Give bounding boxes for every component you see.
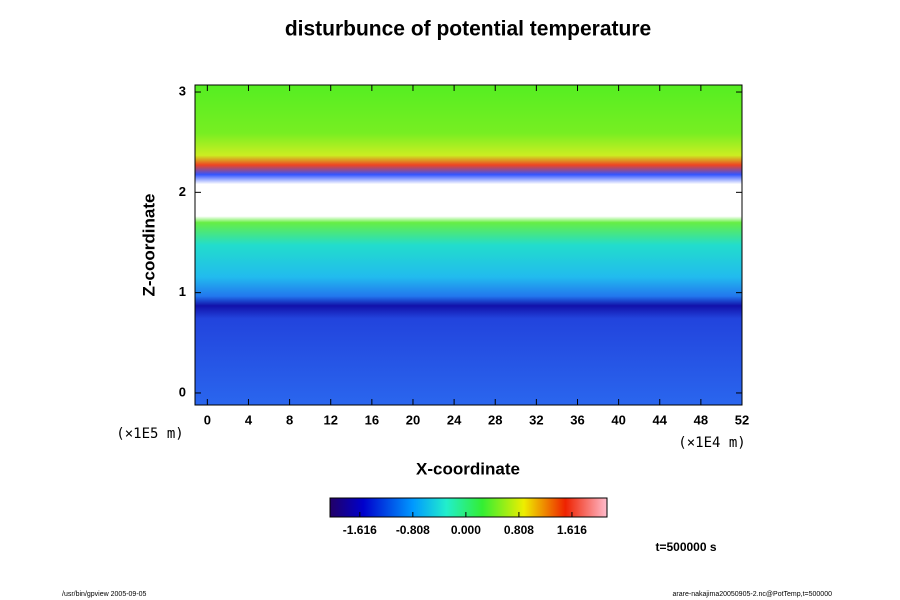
x-axis-label: X-coordinate xyxy=(416,459,520,478)
colorbar-tick-label: 1.616 xyxy=(557,523,587,537)
x-tick-label: 24 xyxy=(447,412,462,427)
x-tick-label: 40 xyxy=(611,412,625,427)
footer-left: /usr/bin/gpview 2005-09-05 xyxy=(62,591,147,598)
colorbar xyxy=(329,497,608,518)
x-tick-label: 16 xyxy=(365,412,379,427)
colorbar-tick-label: 0.808 xyxy=(504,523,534,537)
y-scale-label: (×1E5 m) xyxy=(116,426,183,442)
field xyxy=(195,85,742,405)
y-axis-label: Z-coordinate xyxy=(139,194,158,297)
colorbar-tick-label: -0.808 xyxy=(396,523,430,537)
x-tick-label: 8 xyxy=(286,412,293,427)
colorbar-tick-label: -1.616 xyxy=(343,523,377,537)
y-tick-label: 2 xyxy=(179,184,186,199)
x-tick-label: 36 xyxy=(570,412,584,427)
x-tick-label: 48 xyxy=(694,412,708,427)
plot-frame xyxy=(194,84,743,406)
x-tick-label: 0 xyxy=(204,412,211,427)
y-tick-label: 1 xyxy=(179,284,186,299)
x-scale-label: (×1E4 m) xyxy=(678,435,745,451)
x-tick-label: 12 xyxy=(323,412,337,427)
x-tick-label: 28 xyxy=(488,412,502,427)
time-label: t=500000 s xyxy=(655,540,716,554)
x-tick-label: 44 xyxy=(653,412,668,427)
y-tick-label: 0 xyxy=(179,384,186,399)
colorbar-tick-label: 0.000 xyxy=(451,523,481,537)
x-tick-label: 52 xyxy=(735,412,749,427)
chart-title: disturbunce of potential temperature xyxy=(285,18,651,41)
footer-right: arare-nakajima20050905-2.nc@PotTemp,t=50… xyxy=(673,591,833,598)
x-tick-label: 32 xyxy=(529,412,543,427)
x-tick-label: 20 xyxy=(406,412,420,427)
y-tick-label: 3 xyxy=(179,83,186,98)
x-tick-label: 4 xyxy=(245,412,253,427)
